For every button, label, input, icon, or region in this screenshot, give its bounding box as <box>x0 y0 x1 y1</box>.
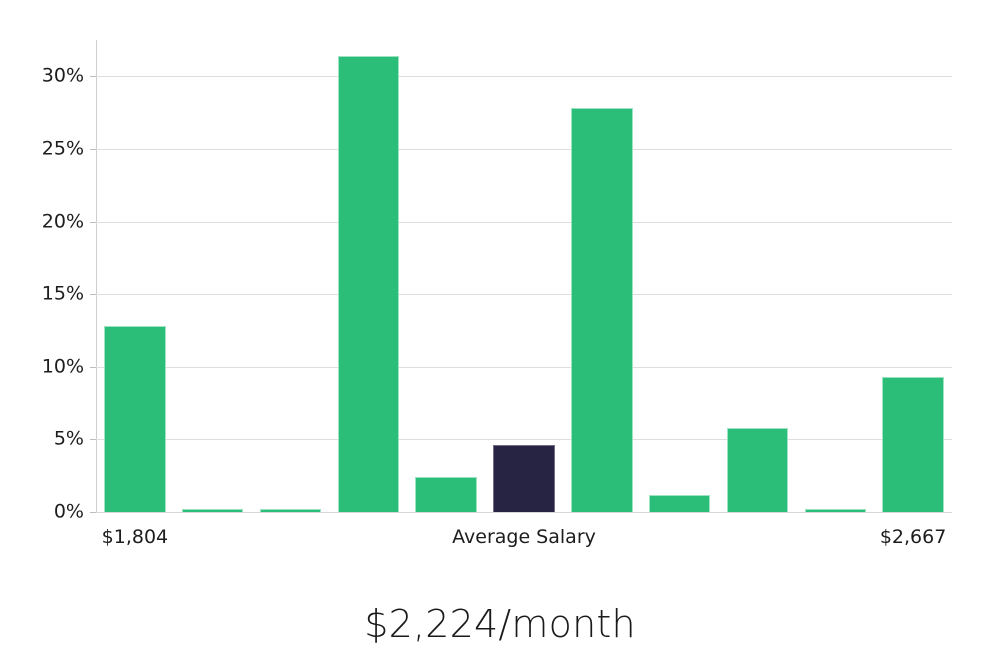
gridline-15 <box>96 294 952 296</box>
bar-11[interactable] <box>882 376 944 512</box>
bar-8[interactable] <box>648 494 711 512</box>
bar-5[interactable] <box>415 477 477 512</box>
y-axis-label-20: 20% <box>41 210 84 233</box>
plot-area <box>90 40 952 513</box>
bar-3[interactable] <box>259 509 322 512</box>
y-axis-label-25: 25% <box>41 137 84 160</box>
y-tick-mark <box>90 366 96 368</box>
bar-6[interactable] <box>493 445 555 512</box>
gridline-5 <box>96 439 952 441</box>
y-tick-mark <box>90 294 96 296</box>
gridline-10 <box>96 366 952 368</box>
y-axis-label-30: 30% <box>41 64 84 87</box>
y-axis-spine <box>96 40 97 513</box>
gridline-25 <box>96 148 952 150</box>
y-axis-label-10: 10% <box>41 355 84 378</box>
gridline-0 <box>96 512 952 513</box>
bar-7[interactable] <box>571 108 633 512</box>
bar-2[interactable] <box>181 509 244 512</box>
y-axis-label-0: 0% <box>53 500 84 523</box>
bar-9[interactable] <box>726 427 789 512</box>
y-tick-mark <box>90 221 96 223</box>
bar-10[interactable] <box>804 509 866 512</box>
x-axis-label-2: $2,667 <box>879 526 947 548</box>
y-tick-mark <box>90 512 96 513</box>
gridline-20 <box>96 221 952 223</box>
x-axis-label-0: $1,804 <box>101 526 169 548</box>
bar-4[interactable] <box>337 55 400 512</box>
y-tick-mark <box>90 148 96 150</box>
y-axis-label-5: 5% <box>53 427 84 450</box>
y-tick-mark <box>90 439 96 441</box>
bar-1[interactable] <box>104 326 166 512</box>
y-tick-mark <box>90 76 96 78</box>
x-axis-label-1: Average Salary <box>452 526 596 548</box>
chart-subtitle: $2,224/month <box>364 602 636 646</box>
gridline-30 <box>96 76 952 78</box>
y-axis-label-15: 15% <box>41 282 84 305</box>
